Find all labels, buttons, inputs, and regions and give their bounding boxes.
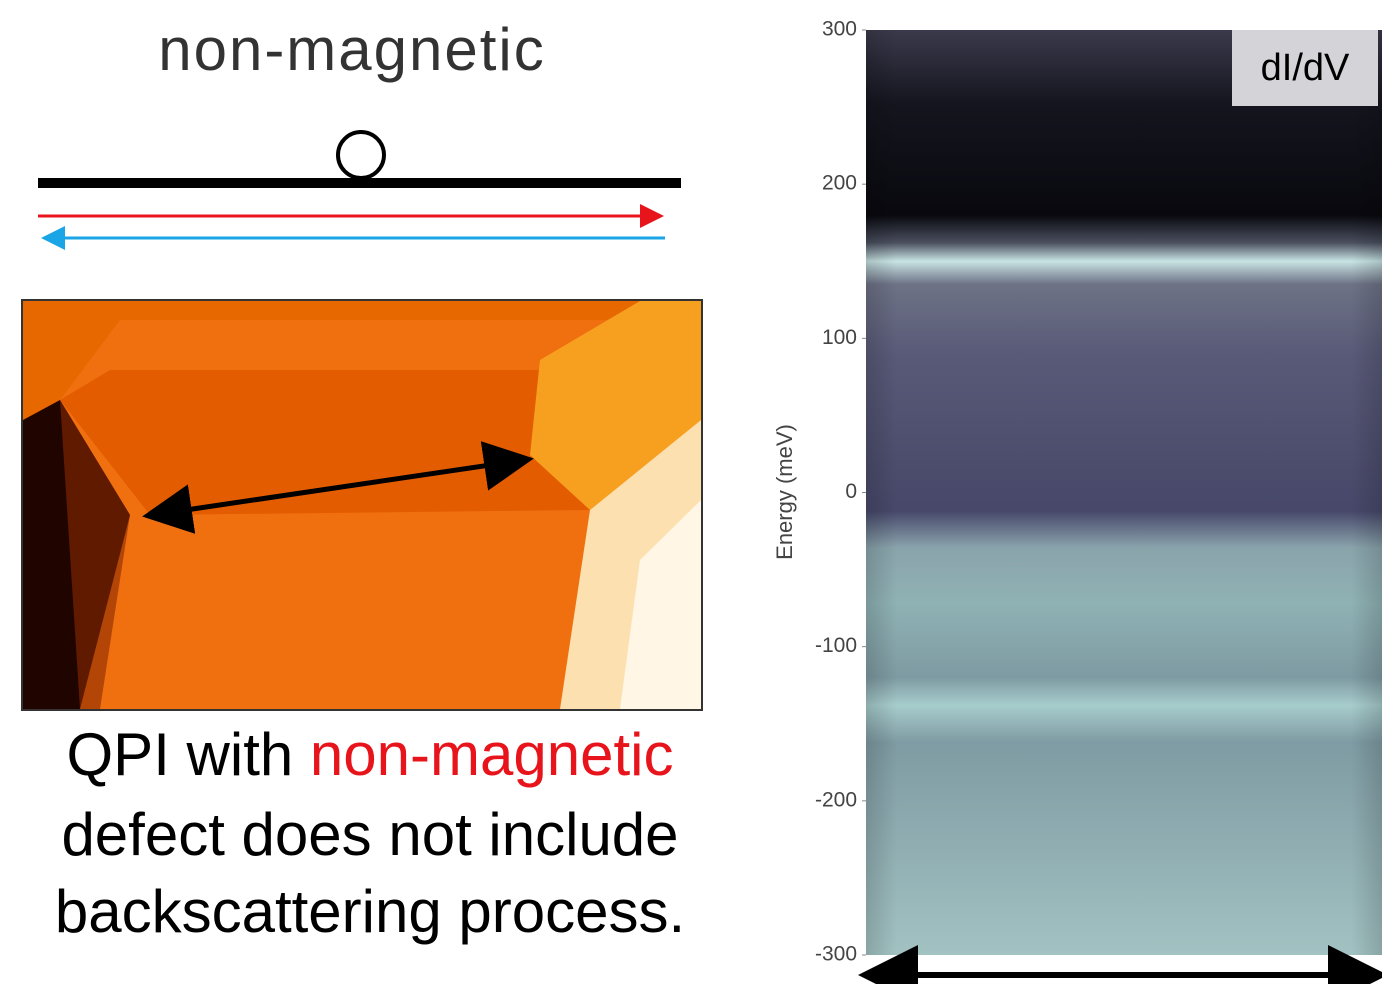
diagram-title: non-magnetic [158, 16, 546, 83]
y-tick-label: -200 [815, 788, 857, 811]
y-tick-label: 300 [822, 18, 857, 41]
defect [338, 132, 384, 178]
y-tick-label: 200 [822, 172, 857, 195]
y-tick-label: -300 [815, 943, 857, 966]
heatmap-shade [866, 30, 1382, 955]
caption-prefix: QPI with [67, 721, 294, 788]
y-axis-label: Energy (meV) [772, 424, 797, 560]
badge: dI/dV [1261, 47, 1350, 89]
stm-image [22, 300, 702, 710]
caption-line: defect does not include [61, 801, 678, 868]
y-tick-label: 0 [845, 480, 857, 503]
caption-line: backscattering process. [55, 878, 685, 945]
caption-line: QPI with non-magnetic [67, 721, 674, 788]
caption-highlight: non-magnetic [310, 721, 674, 788]
slide: non-magnetic QPI with non-magnetic defec… [0, 0, 1382, 984]
y-tick-label: -100 [815, 634, 857, 657]
y-tick-label: 100 [822, 326, 857, 349]
